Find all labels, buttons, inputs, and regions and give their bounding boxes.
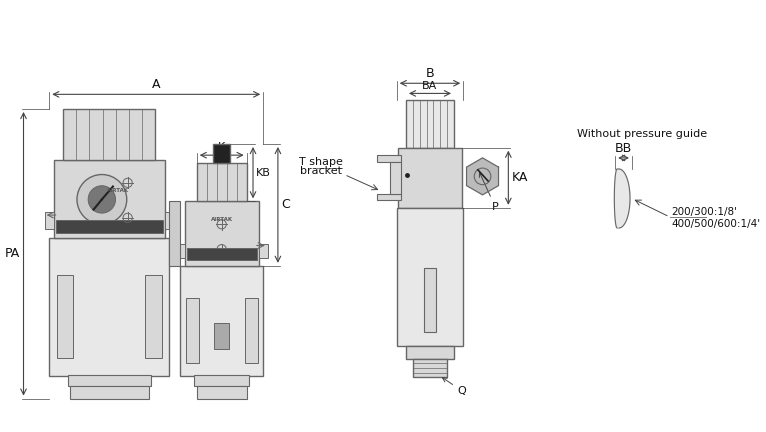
Text: BB: BB [615, 142, 632, 155]
Text: PA: PA [5, 247, 20, 260]
Text: BA: BA [422, 81, 437, 91]
Bar [56, 220, 162, 232]
Bar [49, 238, 169, 376]
Bar [398, 148, 462, 208]
Bar [70, 386, 149, 398]
Bar [169, 201, 180, 266]
Bar [424, 267, 437, 332]
Bar [180, 266, 264, 376]
Bar [406, 100, 454, 148]
Bar [259, 244, 268, 258]
Text: AIRTAK: AIRTAK [211, 217, 233, 222]
Bar [197, 386, 247, 398]
Bar [378, 155, 401, 162]
Bar [146, 275, 162, 358]
Text: KA: KA [512, 171, 529, 184]
Bar [214, 144, 230, 162]
Text: AIRTAK: AIRTAK [107, 187, 129, 193]
Bar [54, 160, 165, 238]
Bar [414, 359, 447, 377]
Bar [197, 162, 247, 201]
Polygon shape [614, 169, 630, 228]
Circle shape [88, 186, 116, 213]
Text: KB: KB [256, 168, 270, 178]
Text: Q: Q [443, 378, 466, 396]
Bar [165, 212, 174, 229]
Bar [378, 194, 401, 200]
Bar [244, 298, 257, 362]
Bar [406, 346, 454, 359]
Bar [214, 323, 229, 349]
Text: bracket: bracket [300, 166, 342, 176]
Polygon shape [466, 158, 499, 195]
Text: 400/500/600:1/4': 400/500/600:1/4' [672, 219, 761, 229]
Bar [44, 212, 54, 229]
Text: P: P [480, 172, 499, 212]
Bar [57, 275, 74, 358]
Text: C: C [282, 198, 290, 211]
Text: T shape: T shape [299, 157, 342, 167]
Text: A: A [152, 78, 161, 91]
Text: Without pressure guide: Without pressure guide [577, 129, 707, 139]
Bar [194, 375, 250, 386]
Text: K: K [218, 143, 225, 152]
Bar [391, 162, 401, 194]
Bar [397, 208, 463, 346]
Bar [63, 109, 155, 160]
Bar [185, 201, 259, 266]
Text: B: B [426, 67, 434, 79]
Bar [185, 298, 198, 362]
Text: 200/300:1/8': 200/300:1/8' [672, 207, 738, 217]
Bar [175, 244, 185, 258]
Bar [67, 375, 151, 386]
Bar [187, 248, 257, 260]
Circle shape [77, 175, 126, 224]
